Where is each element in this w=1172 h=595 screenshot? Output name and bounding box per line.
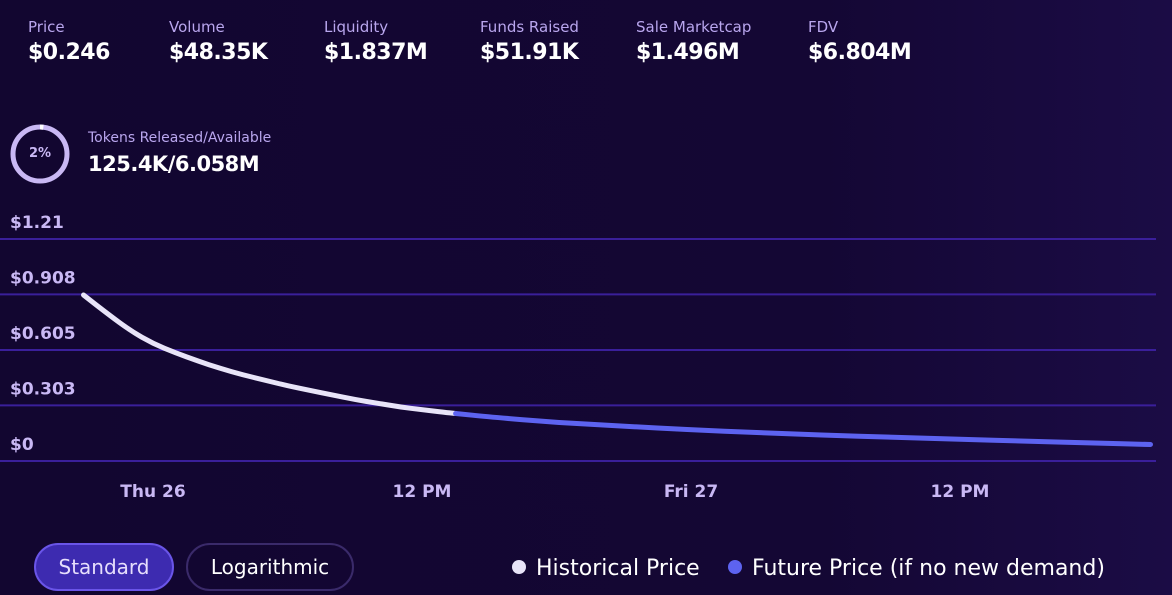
tokens-label: Tokens Released/Available	[88, 130, 272, 146]
stat-value: $51.91K	[480, 40, 579, 65]
historical-price-line	[81, 292, 459, 416]
y-tick-label: $0	[10, 435, 34, 455]
future-price-line	[453, 411, 1153, 447]
stat-value: $0.246	[28, 40, 110, 65]
x-tick-label: Fri 27	[664, 482, 718, 502]
stat-label: Price	[28, 18, 65, 36]
progress-percent: 2%	[28, 146, 52, 161]
stat-value: $1.496M	[636, 40, 740, 65]
grid-lines	[0, 238, 1156, 462]
legend-historical: Historical Price	[512, 556, 700, 581]
stat-funds-raised: Funds Raised $51.91K	[480, 18, 579, 66]
stat-value: $6.804M	[808, 40, 912, 65]
progress-ring-fill	[10, 124, 70, 184]
stat-value: $1.837M	[324, 40, 428, 65]
progress-ring	[10, 124, 70, 184]
y-tick-label: $0.908	[10, 268, 76, 288]
standard-scale-button[interactable]: Standard	[34, 543, 174, 591]
stat-liquidity: Liquidity $1.837M	[324, 18, 428, 66]
legend-historical-label: Historical Price	[536, 556, 700, 581]
price-chart: $0 $0.303 $0.605 $0.908 $1.21 Thu 26 12 PM Fri…	[0, 213, 1156, 502]
x-axis-ticks: Thu 26 12 PM Fri 27 12 PM	[120, 482, 989, 502]
stat-label: Liquidity	[324, 18, 389, 36]
stat-label: Sale Marketcap	[636, 18, 752, 36]
stats-bar: Price $0.246 Volume $48.35K Liquidity $1…	[28, 18, 1128, 70]
stat-label: Funds Raised	[480, 18, 579, 36]
future-dot-icon	[728, 560, 742, 574]
stat-volume: Volume $48.35K	[169, 18, 268, 66]
stat-sale-marketcap: Sale Marketcap $1.496M	[636, 18, 751, 66]
legend-future: Future Price (if no new demand)	[728, 556, 1105, 581]
x-tick-label: Thu 26	[120, 482, 185, 502]
stat-label: FDV	[808, 18, 839, 36]
y-tick-label: $0.605	[10, 324, 76, 344]
legend-future-label: Future Price (if no new demand)	[752, 556, 1105, 581]
y-tick-label: $1.21	[10, 213, 64, 233]
x-tick-label: 12 PM	[393, 482, 452, 502]
historical-dot-icon	[512, 560, 526, 574]
stat-fdv: FDV $6.804M	[808, 18, 912, 66]
tokens-released: 2% Tokens Released/Available 125.4K/6.05…	[10, 124, 410, 188]
stat-label: Volume	[169, 18, 225, 36]
logarithmic-scale-button[interactable]: Logarithmic	[186, 543, 354, 591]
stat-price: Price $0.246	[28, 18, 110, 66]
price-series	[81, 292, 1153, 447]
tokens-value: 125.4K/6.058M	[88, 152, 260, 176]
y-axis-ticks: $0 $0.303 $0.605 $0.908 $1.21	[10, 213, 76, 455]
y-tick-label: $0.303	[10, 379, 76, 399]
x-tick-label: 12 PM	[931, 482, 990, 502]
stat-value: $48.35K	[169, 40, 268, 65]
